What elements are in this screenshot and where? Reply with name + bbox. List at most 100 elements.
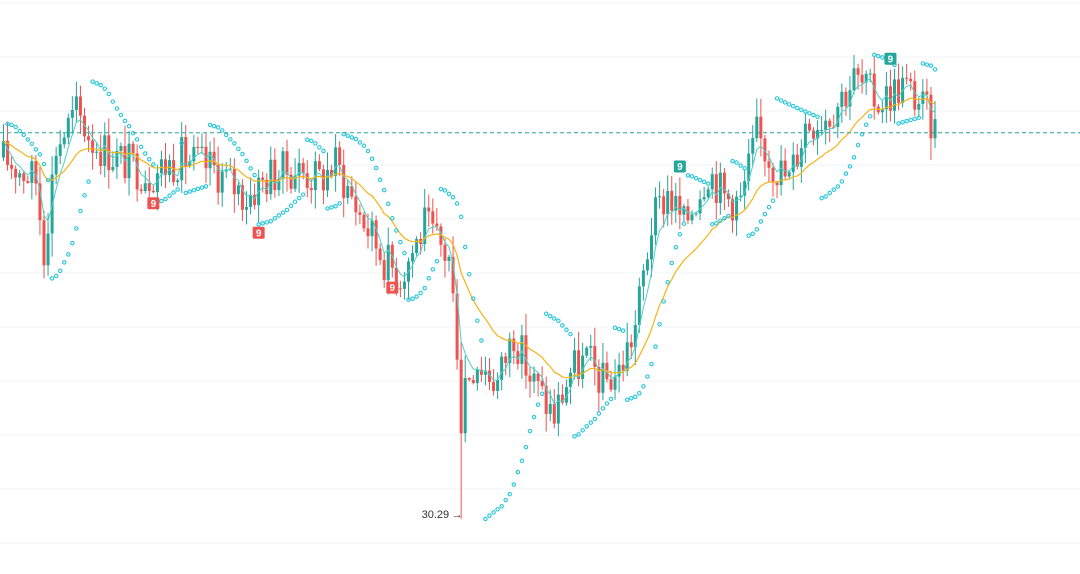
candle-body <box>625 342 629 371</box>
candle-body <box>354 196 358 213</box>
sar-dot <box>300 192 306 197</box>
candle-body <box>824 120 828 131</box>
candle-body <box>832 126 836 128</box>
sar-dot <box>600 406 606 411</box>
sar-dot <box>568 331 573 337</box>
sar-dot <box>738 163 743 168</box>
candle-body <box>726 193 730 200</box>
candle-body <box>560 394 564 403</box>
candle-body <box>374 220 378 249</box>
candle-body <box>783 160 787 177</box>
candle-body <box>641 270 645 287</box>
sar-dot <box>357 140 363 145</box>
sar-dot <box>827 190 832 196</box>
candle-body <box>888 86 892 111</box>
candle-body <box>14 168 18 178</box>
sar-dot <box>681 221 687 226</box>
sar-dot <box>572 434 577 439</box>
sar-dot <box>110 99 116 104</box>
sar-dot <box>361 143 367 149</box>
candle-body <box>856 68 860 75</box>
candle-body <box>787 172 791 177</box>
candle-body <box>795 154 799 167</box>
candle-body <box>593 345 597 367</box>
sar-dot <box>487 513 492 518</box>
candle-body <box>629 342 633 348</box>
sar-dot <box>381 187 387 193</box>
candle-body <box>771 167 775 183</box>
sar-dot <box>633 394 638 399</box>
candle-body <box>415 239 419 254</box>
candle-body <box>645 259 649 271</box>
sar-dot <box>167 193 172 198</box>
candle-body <box>848 90 852 107</box>
candle-body <box>293 175 297 189</box>
sar-dot <box>240 151 245 157</box>
candle-body <box>816 130 820 139</box>
sar-dot <box>57 268 63 274</box>
candle-body <box>10 164 14 169</box>
candle-body <box>755 116 759 139</box>
sar-dot <box>5 121 10 127</box>
candle-body <box>386 244 390 281</box>
sar-dot <box>462 244 468 250</box>
candle-body <box>342 164 346 198</box>
sar-dot <box>867 114 873 119</box>
sar-dot <box>410 296 415 302</box>
sar-dot <box>143 151 148 156</box>
sar-dot <box>823 194 828 199</box>
signal-markers: 9 9 9 9 9 <box>147 52 897 294</box>
candle-body <box>775 182 779 186</box>
sar-dot <box>762 211 768 217</box>
sar-dot <box>288 203 294 209</box>
candle-body <box>609 379 613 390</box>
candle-body <box>91 140 95 153</box>
candle-body <box>236 185 240 195</box>
sar-dot <box>86 179 91 184</box>
candle-body <box>249 194 253 208</box>
candle-body <box>751 138 755 154</box>
candle-body <box>552 403 556 424</box>
candle-body <box>309 188 313 191</box>
sar-dot <box>175 187 180 192</box>
candle-body <box>807 123 811 131</box>
candle-body <box>151 190 155 193</box>
candle-body <box>111 166 115 171</box>
sar-dot <box>693 176 699 181</box>
candle-body <box>536 373 540 381</box>
sar-dot <box>106 91 112 97</box>
sar-dot <box>847 164 853 169</box>
candle-body <box>431 211 435 224</box>
sar-dot <box>260 221 265 226</box>
candle-body <box>131 143 135 154</box>
candle-body <box>710 174 714 190</box>
candle-body <box>245 207 248 210</box>
sar-dot <box>649 361 654 367</box>
sar-dot <box>94 81 99 86</box>
sar-dot <box>438 186 444 192</box>
sar-dot <box>896 121 901 126</box>
candle-body <box>78 96 82 116</box>
sar-dot <box>770 198 776 203</box>
candle-body <box>666 190 670 215</box>
candle-body <box>844 91 848 107</box>
low-marker: 30.29 → <box>422 509 463 521</box>
candle-body <box>443 244 447 261</box>
candle-body <box>577 350 581 380</box>
sar-dot <box>673 244 679 250</box>
sar-dot <box>244 158 249 163</box>
candle-body <box>500 356 504 380</box>
candle-body <box>674 196 678 211</box>
sar-dot <box>353 136 359 142</box>
sar-dot <box>689 174 695 179</box>
candle-body <box>423 207 427 245</box>
sar-dot <box>924 62 930 67</box>
sar-dot <box>329 205 334 210</box>
sar-dot <box>588 420 593 425</box>
sar-dot <box>183 190 189 196</box>
sar-dot <box>264 220 269 225</box>
sar-dot <box>766 204 772 210</box>
sar-dot <box>325 206 330 211</box>
candle-body <box>528 375 532 382</box>
